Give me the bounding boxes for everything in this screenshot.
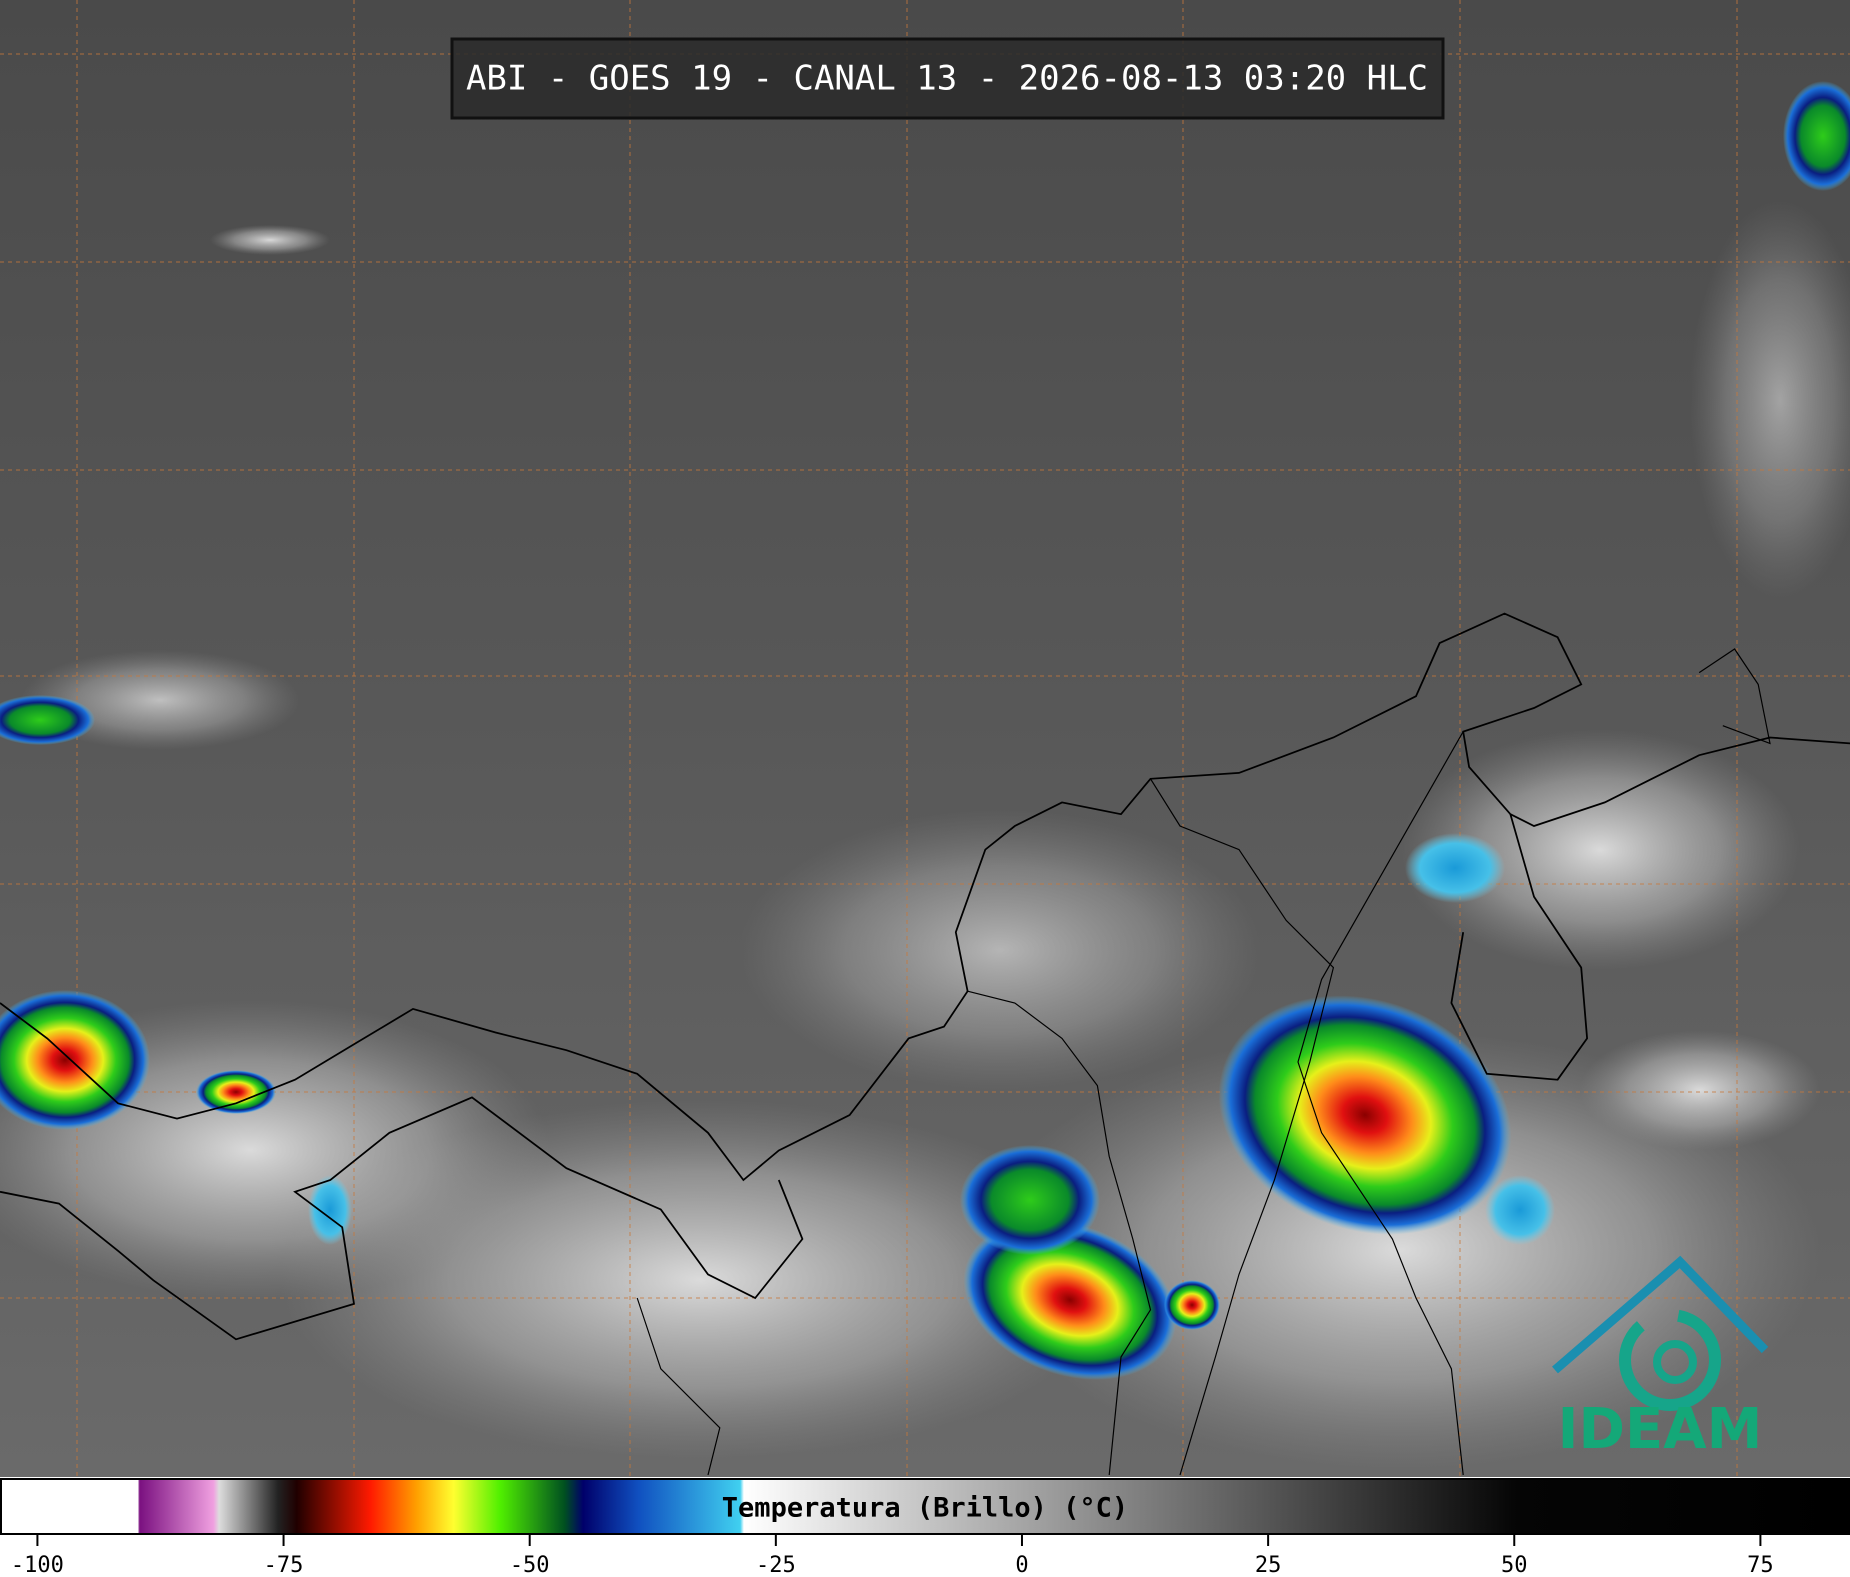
tick-label: -25	[756, 1553, 796, 1577]
tick-label: 75	[1747, 1553, 1774, 1577]
storms	[0, 81, 1850, 1380]
colorbar-label: Temperatura (Brillo) (°C)	[722, 1493, 1128, 1524]
logo-text: IDEAM	[1558, 1397, 1763, 1462]
tick-label: 25	[1255, 1553, 1282, 1577]
logo: IDEAM	[1552, 1255, 1769, 1462]
tick-label: -50	[510, 1553, 550, 1577]
tick-label: 50	[1501, 1553, 1528, 1577]
tick-label: -75	[264, 1553, 304, 1577]
colorbar-ticks: -100 -75 -50 -25 0 25 50 75	[11, 1534, 1774, 1577]
grid	[0, 0, 1850, 1477]
tick-label: -100	[11, 1553, 64, 1577]
coastlines	[0, 612, 1850, 1476]
colorbar	[0, 1478, 1850, 1535]
tick-label: 0	[1015, 1553, 1028, 1577]
title: ABI - GOES 19 - CANAL 13 - 2026-08-13 03…	[466, 59, 1428, 99]
title-box: ABI - GOES 19 - CANAL 13 - 2026-08-13 03…	[450, 37, 1445, 120]
